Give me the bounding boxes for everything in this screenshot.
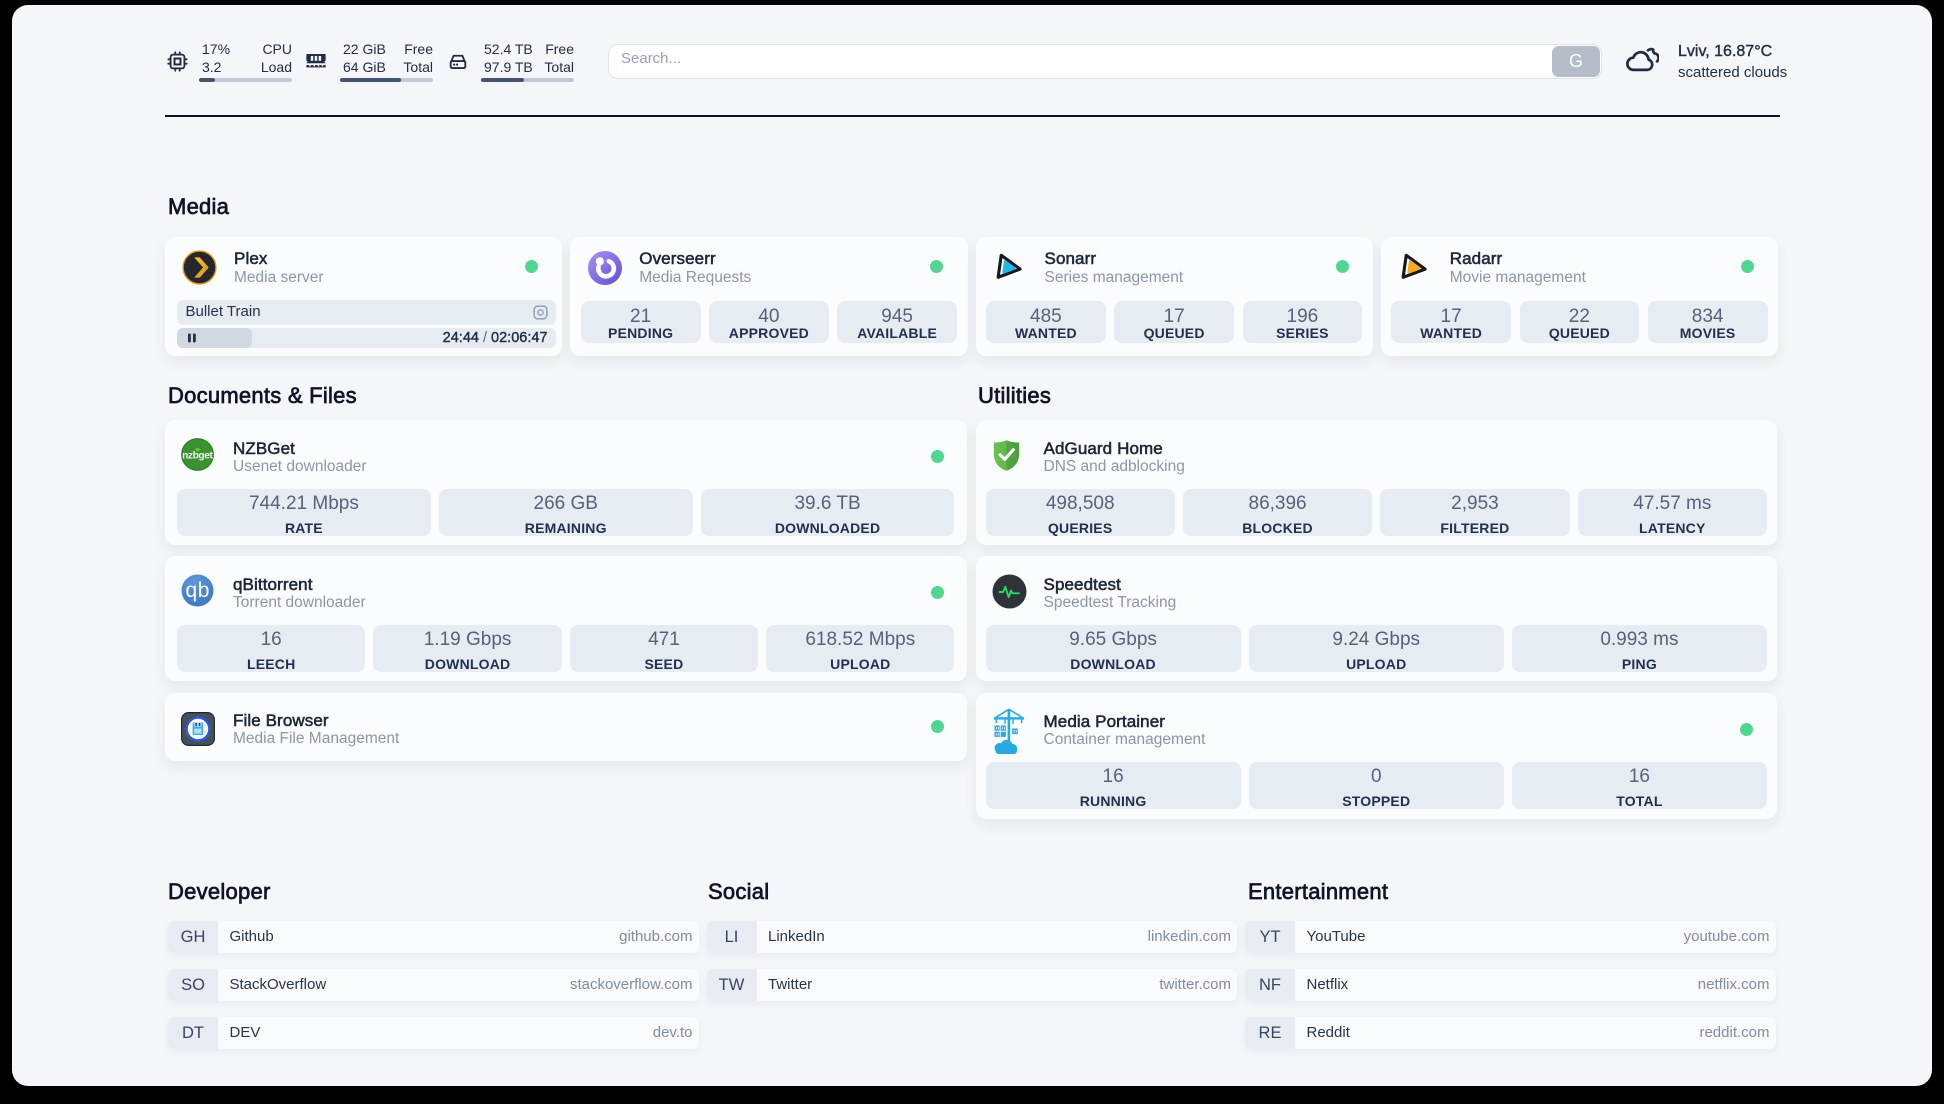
svg-text:qb: qb bbox=[186, 579, 210, 602]
svg-text:nzbget: nzbget bbox=[182, 451, 213, 462]
